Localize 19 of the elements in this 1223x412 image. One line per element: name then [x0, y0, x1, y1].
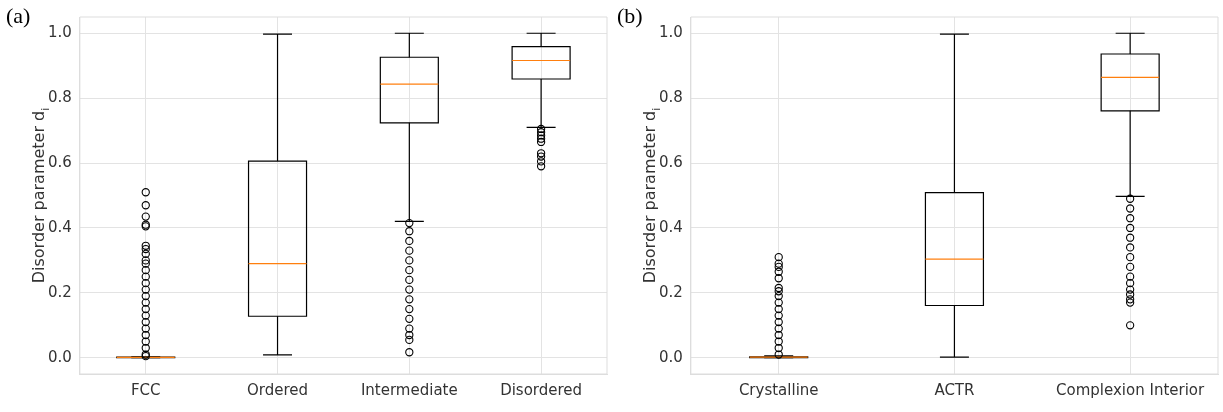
y-tick-label: 1.0 [48, 23, 72, 42]
x-tick-label: ACTR [934, 380, 975, 399]
y-tick-label: 0.8 [48, 88, 72, 107]
y-tick-label: 0.2 [48, 282, 72, 301]
x-tick-label: Disordered [500, 380, 583, 399]
y-tick-label: 1.0 [659, 23, 683, 42]
x-tick-label: FCC [130, 380, 161, 399]
y-tick-label: 0.0 [659, 347, 683, 366]
y-tick-label: 0.6 [48, 152, 72, 171]
x-tick-label: Intermediate [360, 380, 458, 399]
y-tick-label: 0.8 [659, 88, 683, 107]
x-tick-label: Ordered [247, 380, 309, 399]
y-tick-label: 0.2 [659, 282, 683, 301]
chart-title: (b) [617, 2, 643, 28]
chart-title: (a) [6, 2, 31, 28]
y-tick-label: 0.0 [48, 347, 72, 366]
x-tick-label: Complexion Interior [1056, 380, 1206, 399]
y-tick-label: 0.6 [659, 152, 683, 171]
x-tick-label: Crystalline [738, 380, 819, 399]
